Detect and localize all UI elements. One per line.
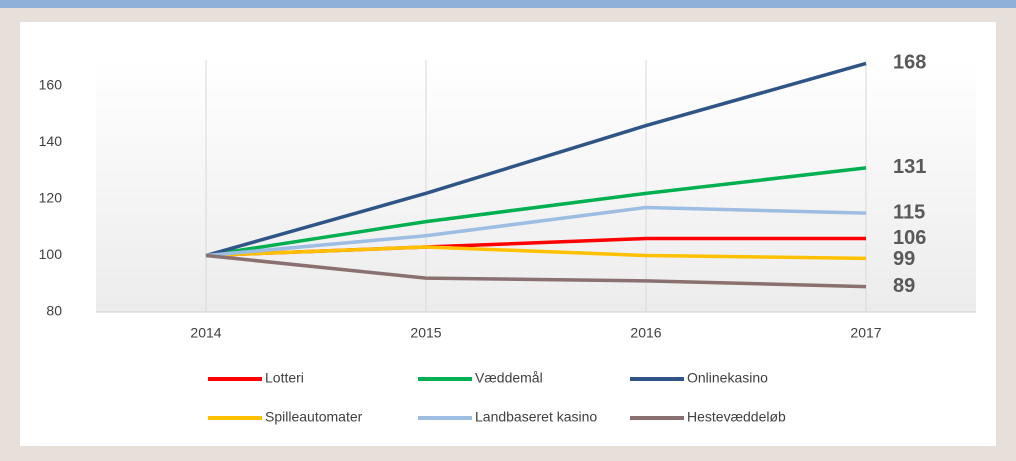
legend-label: Landbaseret kasino [475, 409, 597, 425]
line [205, 205, 867, 258]
legend-label: Væddemål [475, 370, 543, 386]
data-label: 131 [893, 156, 926, 178]
x-tick-label: 2017 [850, 325, 881, 341]
legend-label: Hestevæddeløb [687, 409, 786, 425]
data-label: 168 [893, 52, 926, 74]
top-bar [0, 0, 1016, 8]
line [205, 245, 867, 261]
legend-label: Lotteri [265, 370, 304, 386]
data-label: 106 [893, 227, 926, 249]
y-tick-label: 140 [39, 133, 63, 149]
data-label: 99 [893, 248, 915, 270]
data-label: 89 [893, 275, 915, 297]
legend-label: Onlinekasino [687, 370, 768, 386]
legend-label: Spilleautomater [265, 409, 363, 425]
y-tick-label: 100 [39, 246, 63, 262]
y-tick-label: 160 [39, 77, 63, 93]
data-label: 115 [893, 201, 925, 223]
plot-area [96, 60, 976, 312]
line [205, 61, 867, 258]
x-tick-label: 2016 [630, 325, 661, 341]
y-tick-label: 80 [46, 303, 62, 319]
line [205, 253, 867, 289]
x-tick-label: 2015 [410, 325, 441, 341]
x-tick-label: 2014 [190, 325, 221, 341]
y-tick-label: 120 [39, 190, 63, 206]
line [205, 166, 867, 258]
